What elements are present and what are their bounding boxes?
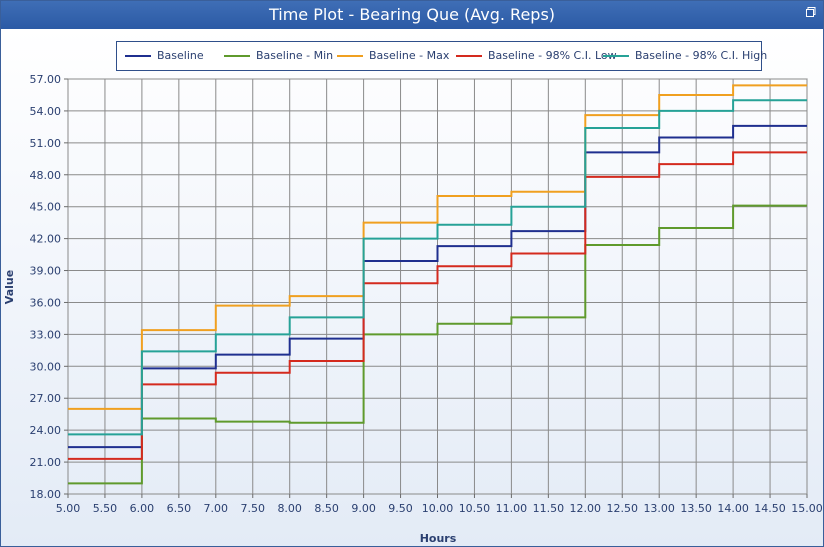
y-tick-label: 33.00 (30, 328, 62, 341)
series-line-2 (68, 84, 807, 410)
x-tick-label: 11.00 (496, 502, 528, 515)
x-tick-label: 6.50 (167, 502, 192, 515)
x-tick-label: 8.50 (314, 502, 339, 515)
x-axis-label: Hours (420, 532, 457, 545)
legend-label: Baseline - 98% C.I. Low (488, 49, 617, 62)
series-lines (68, 84, 807, 485)
x-tick-label: 10.50 (459, 502, 491, 515)
x-tick-label: 13.50 (680, 502, 712, 515)
legend-label: Baseline - Min (256, 49, 334, 62)
legend: Baseline Baseline - Min Baseline - Max Base… (116, 41, 767, 71)
legend-swatch (125, 55, 151, 57)
y-axis-ticks: 18.00 21.00 24.00 27.00 30.00 33.00 36.00 39.00… (30, 73, 68, 501)
title-bar: Time Plot - Bearing Que (Avg. Reps) (1, 1, 823, 29)
series-line-0 (68, 124, 807, 449)
legend-item: Baseline - 98% C.I. Low (456, 49, 617, 63)
y-tick-label: 45.00 (30, 201, 62, 214)
x-tick-label: 15.00 (791, 502, 823, 515)
x-tick-label: 7.50 (241, 502, 266, 515)
legend-item: Baseline - Max (337, 49, 449, 63)
x-tick-label: 5.50 (93, 502, 118, 515)
x-tick-label: 5.00 (56, 502, 81, 515)
legend-item: Baseline - Min (224, 49, 333, 63)
legend-swatch (224, 55, 250, 57)
x-tick-label: 13.00 (643, 502, 675, 515)
y-tick-label: 48.00 (30, 169, 62, 182)
x-tick-label: 6.00 (130, 502, 155, 515)
y-tick-label: 54.00 (30, 105, 62, 118)
y-tick-label: 51.00 (30, 137, 62, 150)
y-tick-label: 57.00 (30, 73, 62, 86)
y-tick-label: 39.00 (30, 265, 62, 278)
legend-swatch (337, 55, 363, 57)
series-line-4 (68, 99, 807, 436)
legend-label: Baseline - Max (369, 49, 450, 62)
x-tick-label: 12.50 (607, 502, 639, 515)
y-tick-label: 21.00 (30, 456, 62, 469)
y-tick-label: 27.00 (30, 392, 62, 405)
y-tick-label: 36.00 (30, 296, 62, 309)
x-tick-label: 11.50 (533, 502, 565, 515)
x-axis-ticks: 5.00 5.50 6.00 6.50 7.00 7.50 8.00 8.50 9.00 9.50… (56, 494, 823, 515)
legend-item: Baseline - 98% C.I. High (603, 49, 767, 63)
y-axis-label: Value (3, 270, 16, 304)
series-line-1 (68, 204, 807, 485)
x-tick-label: 14.50 (754, 502, 786, 515)
x-tick-label: 7.00 (204, 502, 229, 515)
x-tick-label: 9.00 (351, 502, 376, 515)
y-tick-label: 30.00 (30, 360, 62, 373)
legend-label: Baseline - 98% C.I. High (635, 49, 768, 62)
legend-label: Baseline (157, 49, 204, 62)
y-tick-label: 24.00 (30, 424, 62, 437)
x-tick-label: 9.50 (388, 502, 413, 515)
x-tick-label: 8.00 (277, 502, 302, 515)
x-tick-label: 12.00 (570, 502, 602, 515)
series-line-3 (68, 151, 807, 460)
y-tick-label: 18.00 (30, 488, 62, 501)
window-title: Time Plot - Bearing Que (Avg. Reps) (268, 5, 556, 24)
y-tick-label: 42.00 (30, 233, 62, 246)
x-tick-label: 14.00 (717, 502, 749, 515)
restore-icon[interactable] (803, 7, 819, 21)
legend-item: Baseline (125, 49, 204, 63)
legend-swatch (456, 55, 482, 57)
x-tick-label: 10.00 (422, 502, 454, 515)
grid (67, 78, 808, 495)
legend-swatch (603, 55, 629, 57)
